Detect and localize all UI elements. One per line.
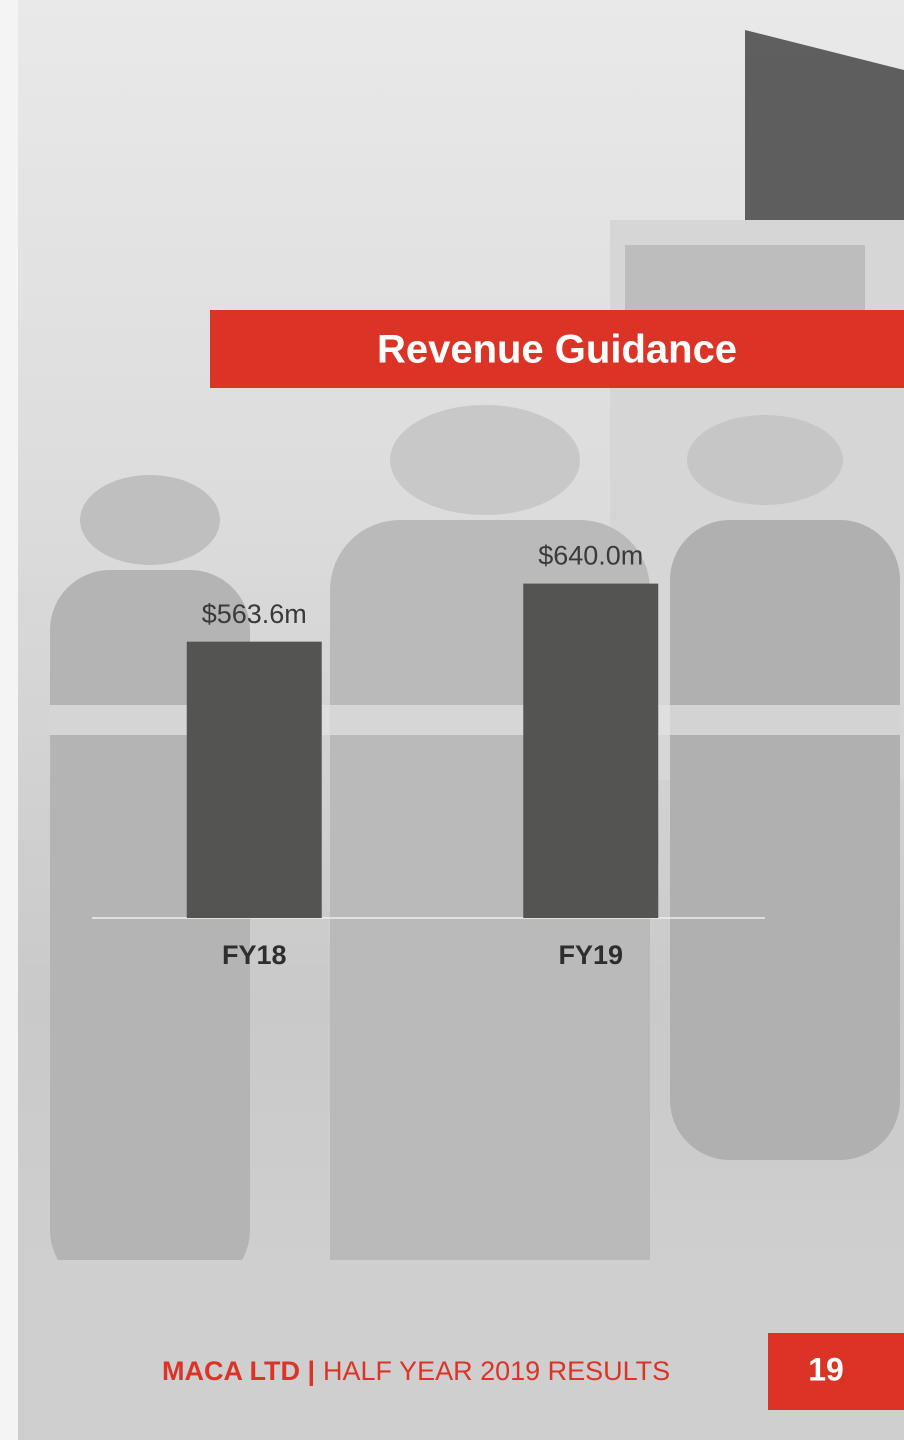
page-number: 19 bbox=[808, 1351, 844, 1387]
footer-text: HALF YEAR 2019 RESULTS bbox=[323, 1356, 670, 1386]
chart-title: Revenue Guidance bbox=[377, 328, 737, 372]
bar bbox=[523, 584, 658, 918]
footer-company: MACA LTD | bbox=[162, 1356, 315, 1386]
value-label: $563.6m bbox=[202, 599, 307, 629]
slide: Revenue Guidance $563.6mFY18$640.0mFY19 … bbox=[0, 0, 904, 1440]
footer: MACA LTD | HALF YEAR 2019 RESULTS bbox=[162, 1356, 670, 1386]
bar bbox=[187, 642, 322, 918]
background-photo bbox=[0, 0, 904, 1440]
value-label: $640.0m bbox=[538, 541, 643, 571]
x-tick-label: FY19 bbox=[558, 940, 623, 970]
x-tick-label: FY18 bbox=[222, 940, 287, 970]
